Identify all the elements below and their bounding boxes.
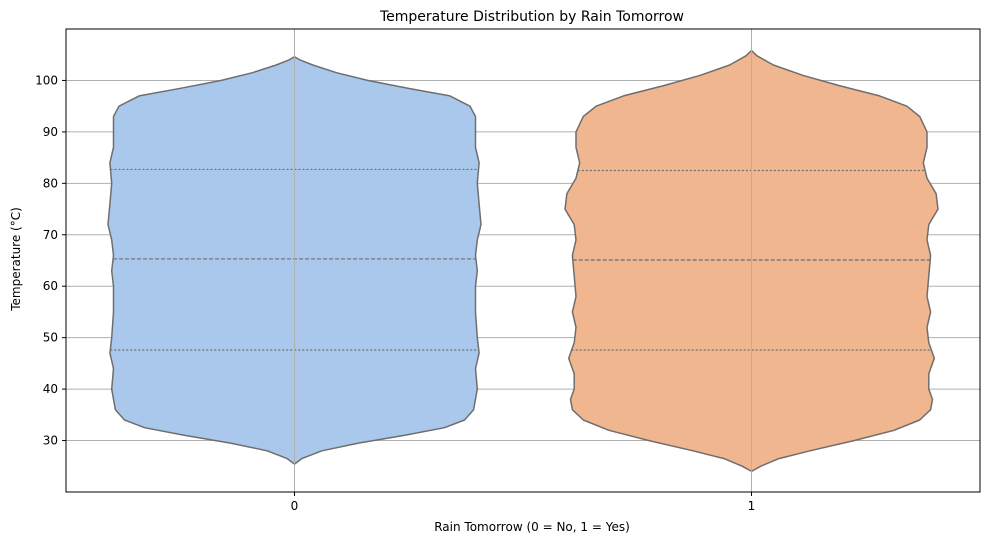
plot-frame <box>65 28 981 493</box>
y-tick-label: 70 <box>43 228 58 242</box>
y-tick-label: 90 <box>43 125 58 139</box>
y-tick-label: 80 <box>43 176 58 190</box>
y-tick-label: 60 <box>43 279 58 293</box>
xgrid-layer <box>294 29 752 492</box>
y-tick-label: 100 <box>35 73 58 87</box>
y-tick-label: 40 <box>43 382 58 396</box>
chart-title: Temperature Distribution by Rain Tomorro… <box>379 9 684 25</box>
y-tick-label: 30 <box>43 434 58 448</box>
x-axis-label: Rain Tomorrow (0 = No, 1 = Yes) <box>434 520 630 534</box>
y-tick-label: 50 <box>43 331 58 345</box>
y-axis-label: Temperature (°C) <box>9 207 23 312</box>
x-tick-label: 0 <box>291 499 299 513</box>
violin-layer <box>107 49 939 473</box>
y-axis-ticks: 30 40 50 60 70 80 90 100 <box>35 73 66 448</box>
x-tick-label: 1 <box>748 499 756 513</box>
